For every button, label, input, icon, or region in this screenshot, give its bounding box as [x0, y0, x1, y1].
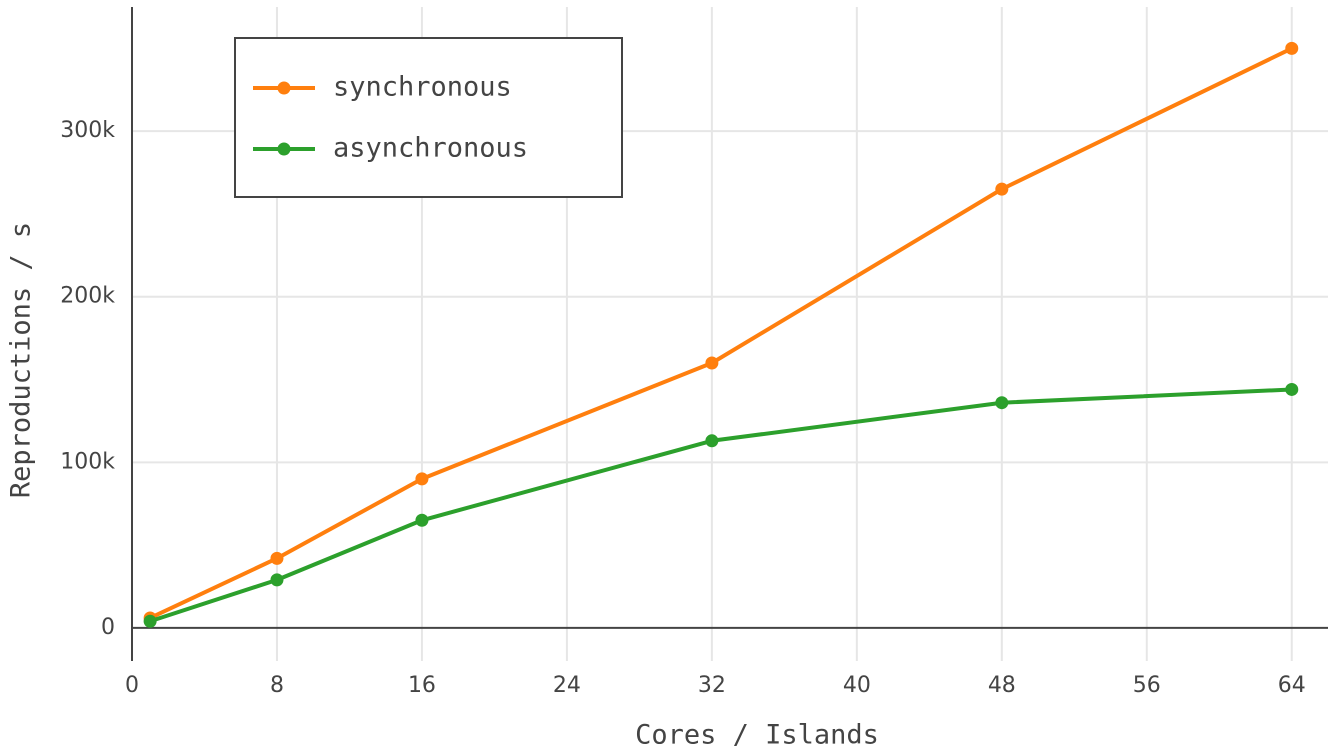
data-point — [995, 396, 1009, 410]
data-point — [143, 614, 157, 628]
y-tick-label: 0 — [101, 615, 115, 640]
x-axis-title: Cores / Islands — [635, 720, 879, 751]
x-tick-label: 40 — [843, 673, 871, 698]
series-line — [149, 387, 1292, 624]
x-tick-label: 24 — [553, 673, 581, 698]
legend-label: synchronous — [333, 72, 512, 103]
legend: synchronous asynchronous — [234, 37, 623, 198]
x-tick-label: 56 — [1133, 673, 1161, 698]
x-tick-label: 16 — [408, 673, 436, 698]
data-point — [995, 182, 1009, 196]
y-tick-label: 100k — [60, 449, 115, 474]
y-axis-title: Reproductions / s — [6, 222, 37, 498]
y-tick-label: 300k — [60, 118, 115, 143]
data-point — [415, 513, 429, 527]
data-point — [1285, 382, 1299, 396]
data-point — [705, 434, 719, 448]
x-tick-label: 8 — [270, 673, 284, 698]
data-point — [270, 573, 284, 587]
data-point — [1285, 41, 1299, 55]
legend-marker — [277, 142, 291, 156]
series-line — [149, 46, 1293, 620]
x-tick-label: 0 — [125, 673, 139, 698]
y-tick-label: 200k — [60, 284, 115, 309]
data-point — [705, 356, 719, 370]
data-point — [415, 472, 429, 486]
x-tick-label: 64 — [1278, 673, 1306, 698]
data-point — [270, 551, 284, 565]
legend-box — [234, 37, 623, 198]
x-tick-label: 32 — [698, 673, 726, 698]
x-tick-label: 48 — [988, 673, 1016, 698]
legend-label: asynchronous — [333, 133, 528, 164]
legend-marker — [277, 81, 291, 95]
